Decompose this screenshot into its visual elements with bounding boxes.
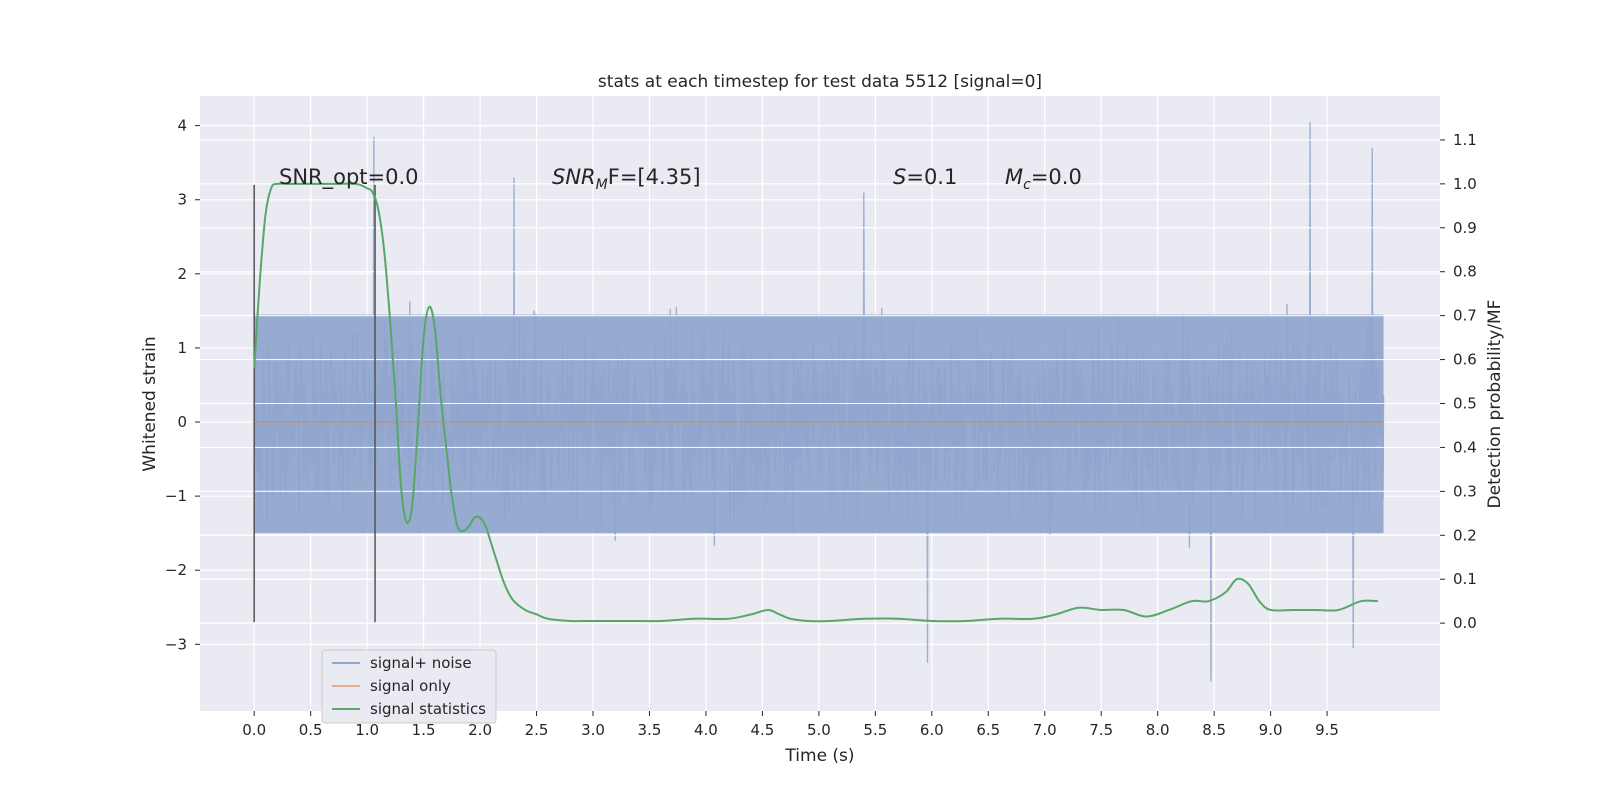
x-tick-label: 2.0 [468,721,492,739]
y-right-tick-label: 0.5 [1453,395,1477,413]
x-tick-label: 1.5 [412,721,436,739]
x-axis-label: Time (s) [784,746,854,766]
annotation-snr-mf-main: SNR [552,165,596,189]
annotation-mc: Mc=0.0 [1005,165,1082,193]
x-tick-label: 1.0 [355,721,379,739]
y-left-tick-label: −1 [165,487,187,505]
x-tick-label: 0.0 [242,721,266,739]
x-tick-label: 5.5 [863,721,887,739]
series-signal-noise [253,121,1385,682]
y-right-tick-label: 0.6 [1453,351,1477,369]
x-tick-label: 4.0 [694,721,718,739]
x-tick-label: 8.5 [1202,721,1226,739]
legend-label-signal-noise: signal+ noise [370,654,472,672]
x-tick-label: 7.5 [1089,721,1113,739]
annotation-snr-mf: SNRMF=[4.35] [552,165,701,193]
annotation-snr-mf-sub: M [596,177,608,193]
legend-label-signal-only: signal only [370,677,451,695]
x-tick-label: 9.5 [1315,721,1339,739]
y-right-tick-label: 0.3 [1453,482,1477,500]
annotation-s: S=0.1 [893,165,957,189]
y-left-axis-label: Whitened strain [140,336,160,471]
y-right-tick-label: 1.1 [1453,131,1477,149]
x-tick-label: 3.0 [581,721,605,739]
x-tick-label: 9.0 [1259,721,1283,739]
x-tick-label: 0.5 [299,721,323,739]
y-left-tick-label: −3 [165,635,187,653]
legend-label-signal-statistics: signal statistics [370,700,486,718]
y-right-tick-label: 0.8 [1453,263,1477,281]
y-right-tick-label: 1.0 [1453,175,1477,193]
annotation-mc-sub: c [1023,177,1031,193]
y-right-tick-label: 0.9 [1453,219,1477,237]
y-left-tick-label: 2 [177,265,187,283]
y-right-tick-label: 0.7 [1453,307,1477,325]
series-signal-statistics [253,182,1378,623]
y-left-tick-label: 4 [177,117,187,135]
legend-box [321,649,497,724]
x-ticks: 0.0 0.5 1.0 1.5 2.0 2.5 3.0 3.5 4.0 4.5 5.0 5.5 6.0 6… [242,711,1339,739]
x-tick-label: 7.0 [1033,721,1057,739]
annotation-mc-tail: =0.0 [1031,165,1082,189]
annotation-snr-opt: SNR_opt=0.0 [279,165,419,190]
signal-statistics-line [253,182,1378,623]
y-right-tick-label: 0.4 [1453,438,1477,456]
annotation-snr-mf-tail: F=[4.35] [608,165,701,189]
annotation-s-main: S [893,165,906,189]
y-right-tick-label: 0.2 [1453,526,1477,544]
x-tick-label: 6.0 [920,721,944,739]
y-left-tick-label: 0 [177,413,187,431]
x-tick-label: 2.5 [525,721,549,739]
x-tick-label: 4.5 [750,721,774,739]
chart-title: stats at each timestep for test data 551… [598,72,1042,92]
legend: signal+ noise signal only signal statist… [321,649,497,724]
y-left-tick-label: −2 [165,561,187,579]
y-left-tick-label: 1 [177,339,187,357]
vertical-markers [253,184,376,623]
y-right-ticks: 1.1 1.0 0.9 0.8 0.7 0.6 0.5 0.4 0.3 0.2 0.1 0.0 [1440,131,1477,632]
y-right-tick-label: 0.1 [1453,570,1477,588]
annotation-s-tail: =0.1 [906,165,957,189]
signal-noise-core-band [254,314,1384,534]
x-tick-label: 5.0 [807,721,831,739]
y-left-tick-label: 3 [177,191,187,209]
y-right-tick-label: 0.0 [1453,614,1477,632]
x-tick-label: 8.0 [1146,721,1170,739]
y-left-ticks: 4 3 2 1 0 −1 −2 −3 [165,117,200,653]
y-right-axis-label: Detection probability/MF [1485,300,1505,509]
annotation-mc-main: M [1005,165,1023,189]
x-tick-label: 3.5 [638,721,662,739]
x-tick-label: 6.5 [976,721,1000,739]
